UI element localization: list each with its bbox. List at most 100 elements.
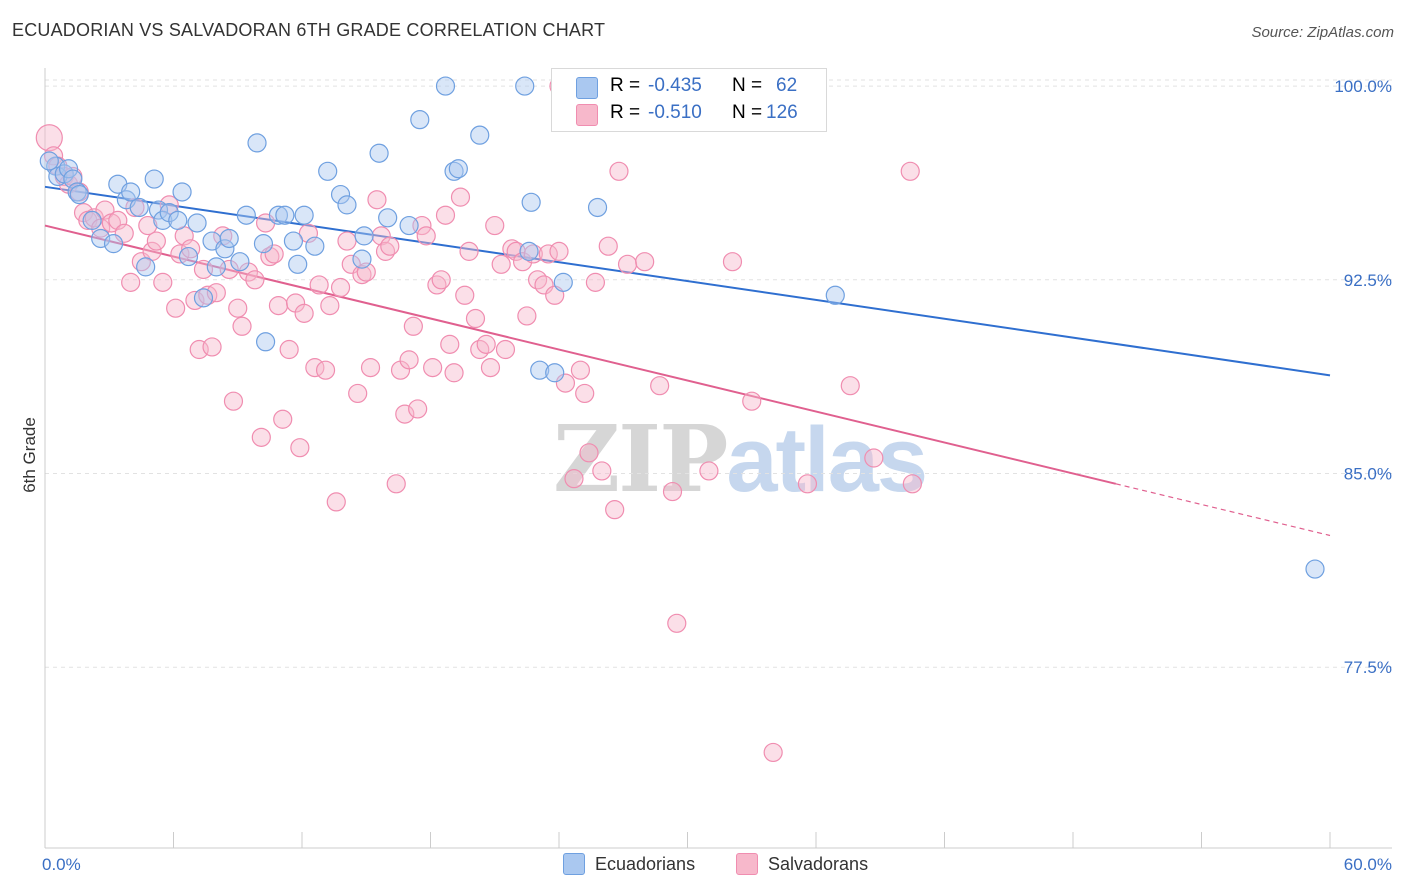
grid-lines (45, 79, 1392, 668)
salvadoran-point (435, 205, 456, 225)
salvadoran-point (416, 226, 436, 246)
ecuadorian-point (219, 228, 239, 249)
series-legend-ecuadorians: Ecuadorians (563, 851, 695, 877)
legend-r-label: R = (610, 102, 641, 123)
trend-lines (44, 185, 1331, 537)
salvadoran-point (480, 358, 501, 378)
ecuadorian-point (1305, 559, 1325, 579)
ecuadorian-point (587, 197, 608, 218)
ecuadorian-point (318, 161, 338, 181)
salvadoran-point (320, 296, 340, 316)
ecuadorian-point (275, 205, 295, 225)
ecuadorian-point (268, 205, 289, 225)
legend-n-value: 62 (776, 75, 798, 96)
salvadoran-point (326, 492, 346, 512)
salvadoran-point (495, 339, 516, 360)
salvadoran-point (900, 161, 920, 181)
salvadoran-point (635, 252, 655, 272)
y-tick-label: 92.5% (1344, 271, 1392, 290)
salvadoran-point (251, 427, 271, 447)
salvadoran-point (517, 306, 537, 326)
ecuadorian-point (236, 205, 256, 225)
ecuadorian-point (294, 205, 314, 225)
salvadoran-point (575, 383, 595, 404)
ecuadorian-point (410, 110, 430, 130)
salvadoran-point (181, 239, 201, 259)
ecuadorian-point (168, 210, 188, 230)
ecuadorian-point (515, 76, 535, 96)
ecuadorian-point (399, 215, 419, 236)
salvadoran-point (902, 474, 922, 494)
salvadoran-point (309, 275, 329, 295)
ecuadorian-point (136, 257, 156, 277)
data-points (35, 76, 1325, 763)
salvadoran-point (202, 337, 222, 357)
legend-r-value: -0.435 (648, 75, 702, 96)
series-swatch-ecuadorians (563, 853, 585, 875)
y-tick-label: 100.0% (1334, 77, 1392, 96)
ecuadorian-point (58, 159, 79, 179)
salvadoran-point (667, 613, 687, 633)
source-note: Source: ZipAtlas.com (1251, 24, 1394, 41)
ecuadorian-point (103, 234, 124, 254)
ecuadorian-point (187, 213, 207, 233)
salvadoran-point (360, 358, 381, 378)
salvadoran-point (465, 308, 486, 329)
salvadoran-point (403, 316, 423, 336)
salvadoran-point (395, 404, 415, 424)
salvadoran-point (223, 391, 244, 411)
ecuadorian-point (369, 143, 389, 163)
salvadoran-point (279, 339, 299, 360)
salvadoran-point (440, 334, 460, 354)
salvadoran-point (399, 350, 419, 370)
salvadoran-point (386, 474, 406, 494)
salvadoran-point (367, 190, 387, 210)
salvadoran-point (491, 254, 511, 274)
salvadoran-point (579, 443, 599, 463)
salvadoran-point (570, 360, 591, 380)
legend-r-value: -0.510 (648, 102, 702, 123)
salvadoran-point (470, 339, 490, 360)
salvadoran-point (166, 298, 186, 318)
salvadoran-point (423, 358, 443, 378)
ecuadorian-point (378, 208, 398, 228)
salvadoran-point (315, 360, 336, 380)
legend-n-label: N = (732, 102, 763, 123)
ecuadorian-point (448, 159, 468, 179)
ecuadorian-point (553, 272, 573, 292)
ecuadorian-point (247, 133, 267, 153)
series-swatch-salvadorans (736, 853, 758, 875)
tick-labels: 100.0% 92.5% 85.0% 77.5% 0.0% 60.0% (42, 77, 1392, 874)
ecuadorian-point (129, 197, 149, 218)
ecuadorian-point (283, 231, 304, 251)
ecuadorian-point (193, 288, 214, 308)
salvadoran-point (840, 376, 860, 396)
salvadoran-point (549, 241, 569, 261)
salvadoran-point (408, 399, 428, 419)
chart-title: ECUADORIAN VS SALVADORAN 6TH GRADE CORRE… (12, 20, 606, 40)
ecuadorian-point (530, 360, 550, 380)
salvadoran-point (294, 303, 314, 323)
salvadoran-point (268, 296, 289, 316)
salvadoran-point (459, 241, 479, 261)
ecuadorian-point (172, 182, 192, 202)
salvadoran-point (273, 409, 293, 429)
salvadoran-point (380, 236, 400, 256)
x-tick-label: 0.0% (42, 855, 81, 874)
axes (44, 68, 1392, 849)
salvadoran-point (797, 474, 818, 494)
legend-swatch-ecuadorians (576, 77, 598, 99)
salvadoran-point (121, 272, 141, 292)
ecuadorian-point (153, 210, 173, 230)
salvadoran-point (763, 742, 783, 763)
salvadoran-trend-extension (1115, 483, 1331, 537)
salvadoran-point (585, 272, 606, 292)
x-tick-label: 60.0% (1344, 855, 1392, 874)
salvadoran-point (153, 272, 173, 292)
ecuadorian-point (91, 228, 111, 249)
salvadoran-point (617, 254, 638, 274)
ecuadorian-point (255, 332, 276, 352)
salvadoran-point (348, 383, 368, 404)
ecuadorian-point (206, 257, 226, 277)
